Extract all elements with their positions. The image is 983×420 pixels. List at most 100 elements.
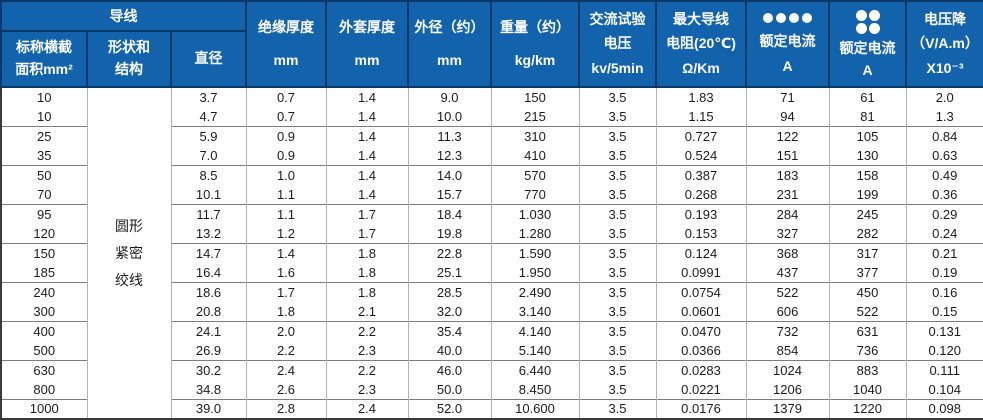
table-cell: 1000: [0, 398, 88, 419]
col-header-nominal-area: 标称横截 面积mm²: [0, 30, 88, 88]
table-cell: 0.193: [655, 203, 747, 224]
table-cell: 5.140: [490, 340, 580, 361]
table-row: 25 5.9 0.9 1.4 11.3 310 3.5 0.727 122 105 0.84: [0, 125, 983, 146]
table-cell: 4.140: [490, 320, 580, 341]
table-row: 70 10.1 1.1 1.4 15.7 770 3.5 0.268 231 199 0.36: [0, 184, 983, 205]
table-cell: 24.1: [170, 320, 247, 341]
table-cell: 2.490: [490, 281, 580, 302]
table-cell: 0.0176: [655, 398, 747, 419]
table-cell: 1.7: [325, 223, 409, 244]
table-cell: 25: [0, 125, 88, 146]
sheath-unit: mm: [354, 51, 380, 68]
table-cell: 151: [745, 145, 830, 166]
table-cell: 1.8: [325, 262, 409, 283]
table-cell: 150: [490, 87, 580, 107]
sheath-label: 外套厚度: [339, 19, 395, 36]
table-cell: 46.0: [407, 359, 492, 380]
table-cell: 9.0: [407, 87, 492, 107]
table-cell: 0.0221: [655, 379, 747, 400]
table-cell: 70: [0, 184, 88, 205]
table-cell: 410: [490, 145, 580, 166]
table-cell: 0.21: [905, 242, 983, 263]
table-cell: 245: [828, 203, 907, 224]
table-cell: 2.0: [245, 320, 327, 341]
table-cell: 50.0: [407, 379, 492, 400]
table-row: 120 13.2 1.2 1.7 19.8 1.280 3.5 0.153 327 282 0.24: [0, 223, 983, 244]
shape-structure-line: 紧密: [115, 244, 143, 261]
table-cell: 2.2: [245, 340, 327, 361]
table-cell: 150: [0, 242, 88, 263]
table-cell: 522: [828, 301, 907, 322]
table-cell: 14.7: [170, 242, 247, 263]
table-cell: 18.4: [407, 203, 492, 224]
table-cell: 1.0: [245, 164, 327, 185]
test-voltage-unit: kv/5min: [591, 59, 644, 76]
table-cell: 0.0283: [655, 359, 747, 380]
table-cell: 3.5: [578, 281, 657, 302]
table-cell: 3.5: [578, 242, 657, 263]
table-cell: 199: [828, 184, 907, 205]
table-cell: 6.440: [490, 359, 580, 380]
table-cell: 3.5: [578, 125, 657, 146]
table-cell: 1024: [745, 359, 830, 380]
table-cell: 12.3: [407, 145, 492, 166]
table-cell: 1.7: [245, 281, 327, 302]
table-cell: 1040: [828, 379, 907, 400]
table-cell: 0.49: [905, 164, 983, 185]
table-cell: 18.6: [170, 281, 247, 302]
table-cell: 1220: [828, 398, 907, 419]
voltage-drop-label: 电压降: [924, 10, 966, 27]
table-cell: 3.5: [578, 106, 657, 127]
table-cell: 3.5: [578, 145, 657, 166]
table-cell: 2.0: [905, 87, 983, 107]
table-cell: 317: [828, 242, 907, 263]
table-cell: 310: [490, 125, 580, 146]
table-cell: 0.104: [905, 379, 983, 400]
table-cell: 3.5: [578, 398, 657, 419]
resistance-label-2: 电阻(20℃): [666, 35, 736, 52]
table-cell: 1.7: [325, 203, 409, 224]
outer-diameter-label: 外径（约）: [414, 19, 485, 36]
table-cell: 3.5: [578, 262, 657, 283]
col-header-rated-current-row-dots: 额定电流 A: [745, 0, 830, 88]
table-cell: 11.7: [170, 203, 247, 224]
table-row: 400 24.1 2.0 2.2 35.4 4.140 3.5 0.0470 732 631 0.1…: [0, 320, 983, 341]
table-cell: 0.098: [905, 398, 983, 419]
table-cell: 7.0: [170, 145, 247, 166]
table-cell: 606: [745, 301, 830, 322]
table-row: 185 16.4 1.6 1.8 25.1 1.950 3.5 0.0991 437 377 0.1…: [0, 262, 983, 283]
table-cell: 215: [490, 106, 580, 127]
table-row: 630 30.2 2.4 2.2 46.0 6.440 3.5 0.0283 1024 883 0.…: [0, 359, 983, 380]
nominal-area-label-1: 标称横截: [16, 39, 72, 56]
table-cell: 231: [745, 184, 830, 205]
table-cell: 183: [745, 164, 830, 185]
resistance-unit: Ω/Km: [682, 59, 720, 76]
table-cell: 1.6: [245, 262, 327, 283]
table-cell: 0.124: [655, 242, 747, 263]
table-cell: 0.7: [245, 106, 327, 127]
shape-structure-line: 绞线: [115, 271, 143, 288]
table-cell: 1.8: [325, 242, 409, 263]
table-cell: 450: [828, 281, 907, 302]
table-cell: 10: [0, 87, 88, 107]
table-cell: 95: [0, 203, 88, 224]
table-cell: 10: [0, 106, 88, 127]
table-cell: 1.280: [490, 223, 580, 244]
table-cell: 630: [0, 359, 88, 380]
table-cell: 1.4: [325, 184, 409, 205]
table-cell: 0.19: [905, 262, 983, 283]
table-cell: 0.0366: [655, 340, 747, 361]
nominal-area-label-2: 面积mm²: [15, 61, 73, 77]
table-cell: 0.7: [245, 87, 327, 107]
table-cell: 1.8: [325, 281, 409, 302]
col-header-diameter: 直径: [170, 30, 247, 88]
four-dots-grid-icon: [855, 9, 880, 34]
col-header-max-resistance: 最大导线 电阻(20℃) Ω/Km: [655, 0, 747, 88]
table-cell: 3.5: [578, 359, 657, 380]
table-cell: 158: [828, 164, 907, 185]
table-cell: 770: [490, 184, 580, 205]
rated-current-2-unit: A: [862, 61, 873, 78]
table-cell: 2.3: [325, 340, 409, 361]
table-cell: 3.5: [578, 184, 657, 205]
table-cell: 10.0: [407, 106, 492, 127]
